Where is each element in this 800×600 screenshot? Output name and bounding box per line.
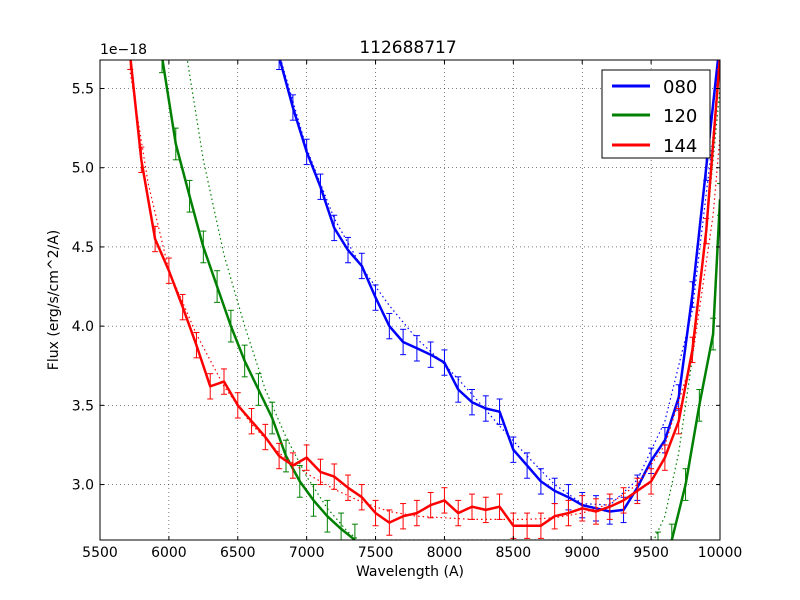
x-tick-label: 6000: [151, 545, 187, 561]
y-tick-label: 4.5: [72, 240, 94, 256]
series-120: [159, 60, 720, 540]
y-tick-label: 3.5: [72, 398, 94, 414]
series-144: [127, 60, 720, 539]
x-tick-label: 9500: [633, 545, 669, 561]
x-tick-label: 6500: [220, 545, 256, 561]
x-tick-label: 8500: [496, 545, 532, 561]
legend-label-120: 120: [663, 106, 697, 127]
x-tick-label: 8000: [427, 545, 463, 561]
y-tick-label: 5.0: [72, 161, 94, 177]
plot-frame: [99, 59, 721, 541]
ticks: 5500 6000 6500 7000 7500 8000 8500 9000 9500 1000…: [72, 60, 743, 561]
chart-title: 112688717: [359, 38, 456, 58]
fit-curve-144: [129, 72, 720, 521]
y-tick-label: 5.5: [72, 82, 94, 98]
series-line-120: [669, 199, 720, 540]
y-offset-label: 1e−18: [100, 42, 147, 58]
x-tick-label: 5500: [82, 545, 118, 561]
series-line-080: [278, 60, 720, 513]
x-tick-label: 9000: [564, 545, 600, 561]
series-line-120: [161, 60, 356, 540]
legend: 080 120 144: [601, 69, 711, 159]
x-tick-label: 10000: [698, 545, 743, 561]
legend-label-144: 144: [663, 136, 697, 157]
x-tick-label: 7500: [358, 545, 394, 561]
series-layer: [127, 60, 720, 540]
x-tick-label: 7000: [289, 545, 325, 561]
y-tick-label: 4.0: [72, 319, 94, 335]
legend-label-080: 080: [663, 77, 697, 98]
fit-curve-120: [186, 60, 720, 540]
x-axis-label: Wavelength (A): [356, 564, 464, 580]
series-080: [276, 60, 720, 525]
series-line-144: [129, 60, 720, 527]
y-tick-label: 3.0: [72, 478, 94, 494]
y-axis-label: Flux (erg/s/cm^2/A): [46, 230, 62, 370]
